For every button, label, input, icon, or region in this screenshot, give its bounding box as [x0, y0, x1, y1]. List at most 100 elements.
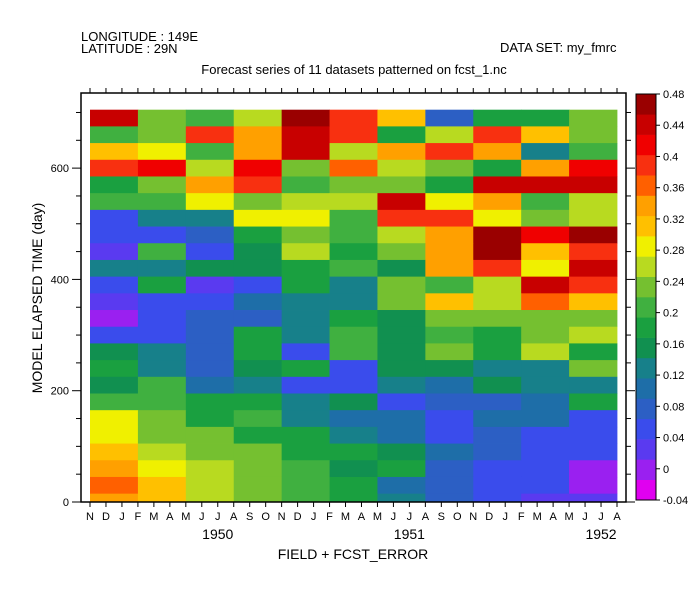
heatmap-cell: [425, 126, 474, 144]
heatmap-cell: [185, 259, 235, 278]
heatmap-cell: [473, 109, 522, 127]
heatmap-cell: [473, 209, 522, 227]
heatmap-cell: [233, 176, 283, 194]
heatmap-cell: [137, 393, 187, 411]
heatmap-cell: [521, 143, 570, 161]
heatmap-cell: [137, 476, 187, 495]
heatmap-cell: [281, 159, 330, 177]
heatmap-cell: [90, 326, 139, 344]
heatmap-cell: [377, 159, 426, 177]
heatmap-cell: [569, 410, 618, 428]
heatmap-cell: [521, 376, 570, 394]
heatmap-cell: [473, 493, 522, 503]
heatmap-cell: [521, 393, 570, 411]
x-tick-label: J: [598, 511, 604, 523]
heatmap-cell: [473, 193, 522, 211]
heatmap-cell: [329, 126, 378, 144]
heatmap-cell: [90, 193, 139, 211]
heatmap-cell: [281, 226, 330, 244]
heatmap-cell: [425, 326, 474, 344]
heatmap-cell: [377, 426, 426, 444]
colorbar-band: [636, 337, 656, 359]
heatmap-cell: [425, 159, 474, 177]
heatmap-cell: [185, 209, 235, 227]
x-tick-label: N: [278, 511, 286, 523]
heatmap-cell: [425, 360, 474, 378]
heatmap-cell: [377, 276, 426, 294]
heatmap-cell: [425, 176, 474, 194]
colorbar-band: [636, 357, 656, 379]
colorbar-tick-label: 0.28: [663, 245, 684, 257]
heatmap-cell: [233, 243, 283, 261]
y-tick-label: 200: [51, 386, 69, 398]
colorbar-tick-label: 0.16: [663, 339, 684, 351]
heatmap-cell: [377, 243, 426, 261]
colorbar-band: [636, 256, 656, 277]
heatmap-cell: [329, 460, 378, 478]
heatmap-cell: [377, 193, 426, 211]
latitude-label: LATITUDE : 29N: [81, 41, 178, 56]
heatmap-cell: [569, 460, 618, 478]
colorbar-band: [636, 94, 656, 115]
heatmap-cell: [425, 276, 474, 294]
x-tick-label: M: [565, 511, 574, 523]
heatmap-cell: [185, 243, 235, 261]
heatmap-cell: [569, 276, 618, 294]
colorbar-tick-label: -0.04: [663, 495, 688, 507]
heatmap-cell: [473, 126, 522, 144]
heatmap-cell: [233, 376, 283, 394]
heatmap-cell: [233, 159, 283, 177]
heatmap-cell: [377, 259, 426, 278]
heatmap-cell: [569, 326, 618, 344]
colorbar-tick-label: 0.2: [663, 308, 678, 320]
colorbar-tick-label: 0.24: [663, 276, 684, 288]
colorbar-tick-label: 0.32: [663, 214, 684, 226]
heatmap-cell: [90, 443, 139, 461]
heatmap-cell: [137, 226, 187, 244]
heatmap-cell: [569, 226, 618, 244]
heatmap-cell: [233, 109, 283, 127]
heatmap-cell: [90, 410, 139, 428]
colorbar-frame: [635, 93, 657, 501]
y-tick-label: 400: [51, 274, 69, 286]
heatmap-cell: [281, 193, 330, 211]
heatmap-cell: [425, 343, 474, 361]
y-tick-label: 0: [63, 497, 69, 509]
colorbar-tick-label: 0.36: [663, 183, 684, 195]
heatmap-cell: [90, 460, 139, 478]
longitude-label: LONGITUDE : 149E: [81, 29, 199, 44]
heatmap-cell: [521, 426, 570, 444]
heatmap-cell: [185, 410, 235, 428]
heatmap-cell: [521, 226, 570, 244]
colorbar-band: [636, 154, 656, 176]
heatmap-cell: [281, 109, 330, 127]
heatmap-cell: [185, 393, 235, 411]
heatmap-cell: [329, 143, 378, 161]
heatmap-cell: [473, 159, 522, 177]
heatmap-cell: [90, 493, 139, 503]
heatmap-cell: [521, 343, 570, 361]
heatmap-cell: [377, 410, 426, 428]
heatmap-cell: [90, 109, 139, 127]
heatmap-cell: [137, 360, 187, 378]
heatmap-cell: [569, 126, 618, 144]
heatmap-cell: [473, 476, 522, 495]
heatmap-cell: [281, 126, 330, 144]
colorbar-band: [636, 297, 656, 318]
heatmap-cell: [569, 109, 618, 127]
heatmap-cell: [425, 376, 474, 394]
heatmap-cell: [185, 293, 235, 311]
plot-frame: [80, 92, 627, 503]
heatmap-cell: [329, 376, 378, 394]
x-tick-label: A: [613, 511, 621, 523]
heatmap-cell: [233, 393, 283, 411]
heatmap-cell: [329, 293, 378, 311]
heatmap-cell: [425, 259, 474, 278]
heatmap-cell: [137, 159, 187, 177]
heatmap-cell: [137, 176, 187, 194]
heatmap-cell: [233, 259, 283, 278]
x-tick-label: D: [102, 511, 110, 523]
x-tick-label: S: [438, 511, 445, 523]
heatmap-cell: [281, 209, 330, 227]
